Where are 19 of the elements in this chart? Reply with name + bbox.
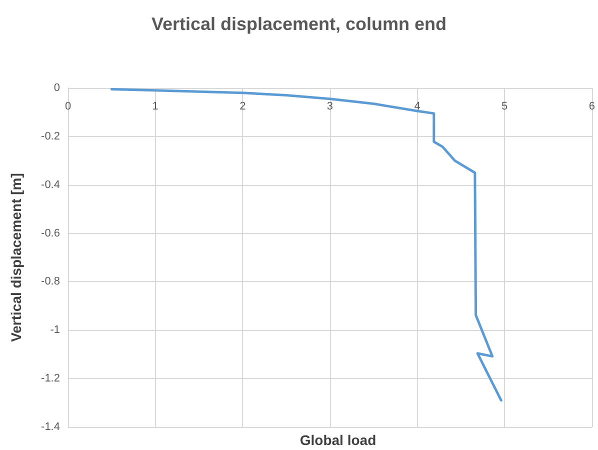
y-tick-label: -0.6 <box>41 227 60 240</box>
x-tick-label: 1 <box>152 100 158 112</box>
y-tick-label: -0.2 <box>41 130 60 142</box>
x-tick-label: 3 <box>326 100 334 112</box>
y-axis-title: Vertical displacement [m] <box>8 173 24 342</box>
x-tick-label: 0 <box>64 100 72 112</box>
y-tick-label: 0 <box>54 82 60 94</box>
x-tick-label: 6 <box>588 100 596 112</box>
x-axis-title: Global load <box>300 432 376 448</box>
x-tick-label: 5 <box>502 100 508 112</box>
y-tick-label: -1.4 <box>41 421 60 433</box>
y-tick-label: -1 <box>50 324 60 336</box>
line-series <box>110 88 502 402</box>
y-tick-label: -1.2 <box>41 372 60 385</box>
chart-title: Vertical displacement, column end <box>151 14 447 34</box>
y-tick-label: -0.8 <box>41 276 60 288</box>
y-tick-label: -0.4 <box>41 178 60 191</box>
x-tick-label: 2 <box>240 100 246 112</box>
x-tick-label: 4 <box>414 100 420 112</box>
